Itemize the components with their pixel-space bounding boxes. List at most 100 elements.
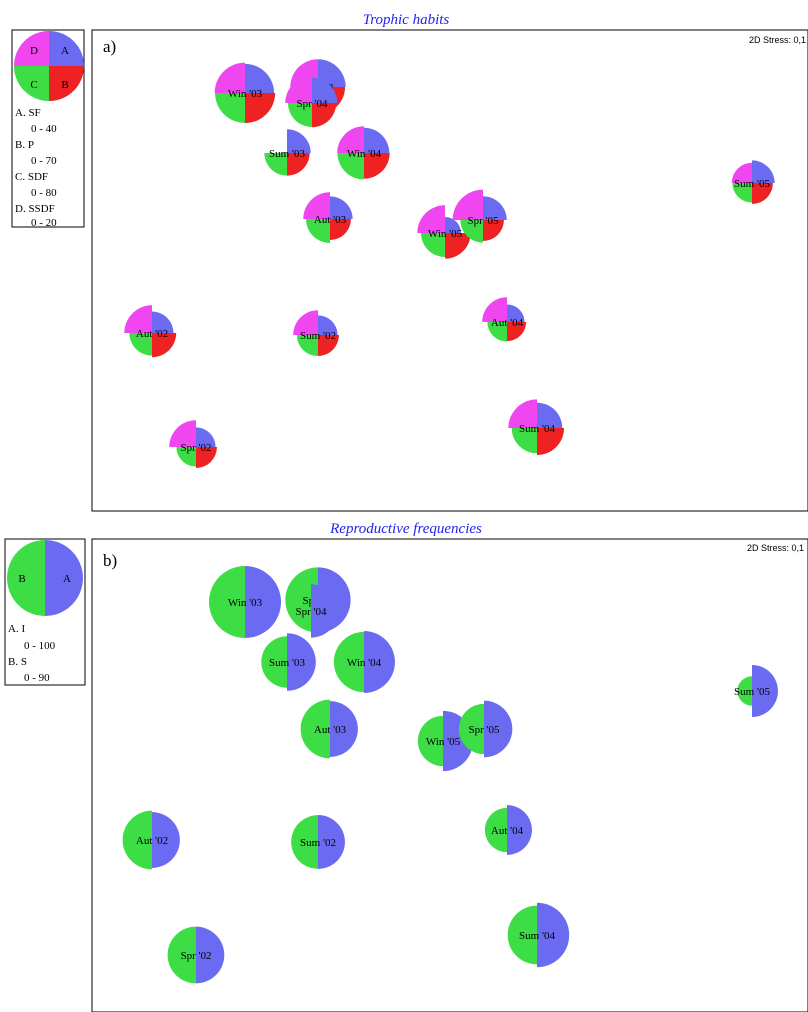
legend-quad-b: B [61, 79, 68, 91]
pie-segment [752, 183, 773, 204]
pie-segment [318, 335, 339, 356]
point-label: Sum '03 [269, 657, 305, 669]
pie-point: Win '05 [417, 205, 471, 259]
point-label: Win '05 [428, 228, 463, 240]
pie-segment [312, 77, 338, 103]
point-label: Sum '02 [300, 837, 336, 849]
pie-segment [507, 905, 537, 965]
pie-point: Sum '03 [264, 129, 311, 176]
legend-item-range: 0 - 80 [31, 187, 57, 199]
pie-segment [196, 427, 216, 447]
pie-segment [167, 926, 196, 984]
pie-segment [484, 700, 513, 758]
pie-segment [152, 812, 180, 868]
pie-point: Win '03 [209, 566, 281, 638]
pie-segment [507, 805, 532, 855]
panel-b: Reproductive frequencies b) 2D Stress: 0… [4, 521, 808, 1012]
pie-segment [209, 566, 245, 638]
legend-item-label: C. SDF [15, 171, 48, 183]
legend-quad-c: C [30, 79, 37, 91]
pie-segment [152, 311, 174, 333]
pie-point: Spr '04 [285, 76, 338, 128]
pie-segment [458, 703, 484, 755]
legend-quad-d: D [30, 45, 38, 57]
pie-segment [731, 162, 752, 183]
pie-point: Aut '02 [122, 810, 180, 870]
pie-segment [318, 815, 345, 869]
pie-segment [245, 63, 275, 93]
pie-point: Win '05 [417, 710, 474, 772]
pie-segment [330, 196, 353, 219]
point-label: Win '04 [347, 657, 382, 669]
pie-point: Sum '05 [731, 160, 775, 204]
pie-point: Spr '05 [452, 189, 507, 243]
pie-point: Aut '03 [303, 192, 353, 243]
pie-point: Aut '04 [484, 805, 532, 855]
pie-point: Sum '03 [261, 633, 316, 691]
pie-segment [318, 59, 346, 87]
pie-segment [507, 322, 527, 342]
point-label: Spr '02 [180, 950, 211, 962]
chart-title-a: Trophic habits [363, 12, 450, 28]
pie-segment [261, 636, 287, 688]
pie-segment [245, 93, 276, 124]
pie-segment [287, 129, 311, 153]
pie-point: Sum '02 [293, 310, 339, 357]
pie-segment [288, 103, 312, 127]
legend-pie-segment [14, 31, 49, 66]
legend-item-label: B. S [8, 656, 27, 668]
pie-segment [285, 76, 312, 103]
pie-segment [511, 428, 537, 454]
panel-letter-a: a) [103, 37, 116, 56]
point-label: Spr '02 [180, 442, 211, 454]
point-label: Spr '04 [296, 98, 328, 110]
legend-pie-segment [14, 66, 49, 101]
pie-point: Aut '02 [124, 305, 177, 358]
pie-segment [122, 810, 152, 870]
pie-segment [312, 103, 337, 128]
pie-segment [293, 310, 318, 335]
pie-segment [417, 205, 445, 233]
pie-segment [482, 297, 507, 322]
pie-segment [311, 584, 338, 638]
pie-segment [245, 566, 281, 638]
point-label: Aut '04 [491, 317, 524, 329]
pie-segment [152, 333, 177, 358]
pie-segment [285, 567, 318, 633]
legend-pie-segment [49, 66, 84, 101]
point-label: Spr '05 [468, 724, 500, 736]
point-label: Win '04 [347, 148, 382, 160]
pie-segment [537, 428, 565, 456]
legend-pie-segment [45, 540, 83, 616]
pie-segment [169, 420, 196, 447]
pie-point: Win '03 [214, 62, 276, 124]
plot-frame-a [91, 29, 808, 512]
pie-segment [364, 127, 390, 153]
legend-quad-a: A [61, 45, 69, 57]
pie-segment [214, 62, 245, 93]
pie-segment [306, 219, 330, 243]
pie-segment [421, 233, 445, 257]
pie-segment [330, 219, 351, 240]
pie-point: Sum '02 [291, 815, 345, 869]
pie-segment [445, 217, 461, 233]
point-label: Aut '02 [136, 328, 168, 340]
pie-segment [752, 160, 775, 183]
stress-label-a: 2D Stress: 0,1 [749, 35, 806, 45]
pie-segment [452, 189, 483, 220]
point-label: Sum '02 [300, 330, 336, 342]
point-label: Aut '04 [491, 825, 524, 837]
pie-segment [124, 305, 152, 333]
pie-segment [291, 815, 318, 869]
pie-point: Spr '02 [167, 926, 225, 984]
legend-item-range: 0 - 40 [31, 123, 57, 135]
pie-segment [215, 93, 245, 123]
legend-pie-segment [7, 540, 46, 616]
pie-segment [483, 196, 507, 220]
legend-pie-segment [49, 31, 84, 66]
pie-segment [537, 902, 570, 968]
pie-segment [364, 631, 395, 693]
